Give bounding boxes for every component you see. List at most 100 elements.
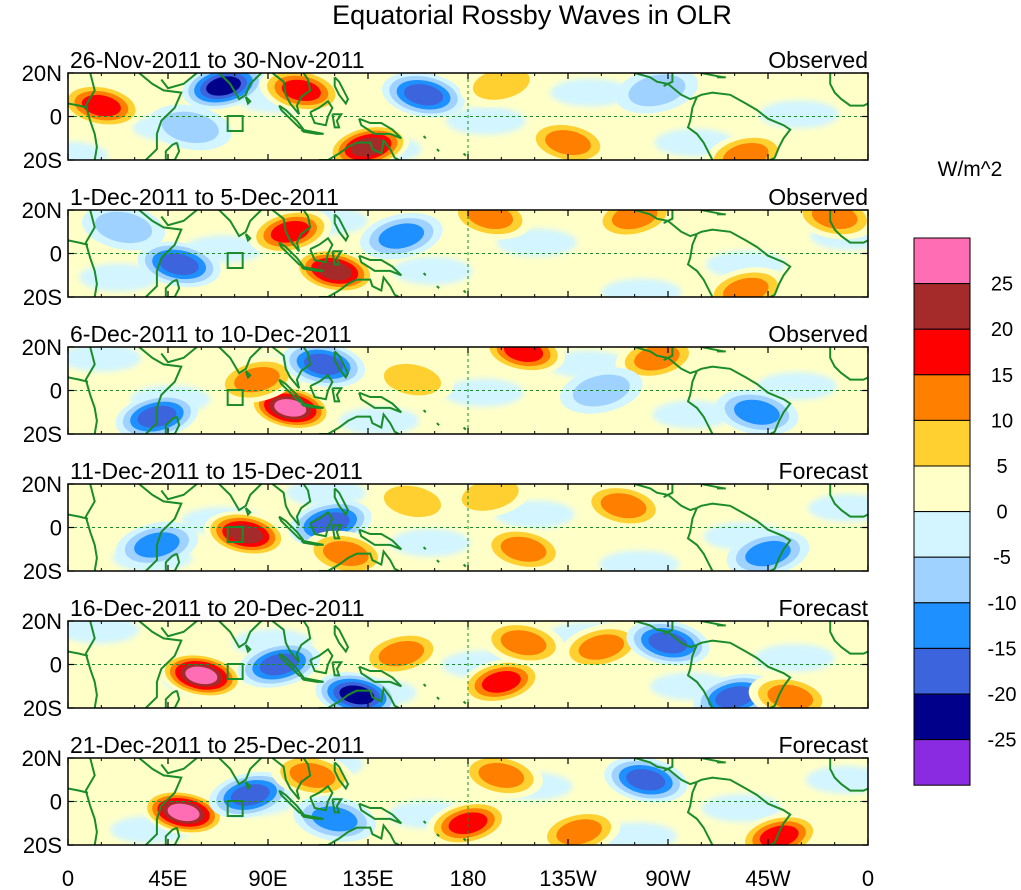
coastline	[309, 236, 334, 264]
coastlines	[68, 758, 868, 845]
coastline	[244, 644, 252, 654]
panel-kind-label: Observed	[768, 47, 868, 73]
coastline	[663, 484, 674, 498]
colorbar-swatch	[913, 465, 971, 513]
coastline	[271, 484, 312, 526]
panel-date-range: 1-Dec-2011 to 5-Dec-2011	[70, 184, 339, 210]
anomaly-contour	[481, 671, 521, 693]
anomaly-contour	[274, 399, 307, 417]
coastline	[333, 761, 350, 791]
coastline	[278, 515, 305, 542]
y-tick-label: 20S	[23, 285, 62, 310]
coastline	[300, 676, 324, 683]
coastline	[319, 822, 400, 845]
coastline	[300, 265, 324, 272]
colorbar: W/m^2 25 20 15 10 5 0 -5 -10 -15 -20 -25	[913, 158, 1017, 786]
coastline	[436, 148, 440, 153]
coastline	[696, 365, 792, 434]
coastline	[309, 373, 334, 401]
anomaly-blob	[270, 758, 354, 799]
anomaly-contour	[383, 485, 442, 518]
colorbar-swatch	[913, 328, 971, 376]
anomaly-blob	[382, 73, 466, 118]
coastline	[84, 484, 98, 571]
anomaly-blob	[208, 771, 292, 819]
coastline	[160, 347, 198, 364]
coastline	[696, 776, 792, 845]
coastline	[164, 689, 181, 708]
anomaly-contour	[206, 76, 241, 96]
coastline	[300, 813, 324, 820]
anomaly-blob	[82, 210, 166, 251]
panel-5: 20N 0 20S 16-Dec-2011 to 20-Dec-2011 Forecas…	[22, 595, 869, 721]
colorbar-swatch	[913, 374, 971, 421]
coastline	[462, 426, 467, 431]
coastline	[686, 96, 714, 160]
coastline	[138, 484, 183, 571]
coastline	[68, 513, 89, 520]
anomaly-blob	[459, 758, 543, 799]
anomaly-contour	[572, 374, 630, 407]
anomaly-blob	[737, 813, 821, 845]
coastline	[244, 781, 252, 791]
anomaly-blob	[370, 484, 454, 525]
coastline	[462, 837, 467, 842]
anomaly-blob	[748, 674, 832, 708]
colorbar-labels: 25 20 15 10 5 0 -5 -10 -15 -20 -25	[988, 274, 1017, 752]
coastline	[436, 559, 440, 564]
y-tick-label: 0	[50, 516, 62, 541]
region-box	[226, 389, 244, 407]
panel-3: 20N 0 20S 6-Dec-2011 to 10-Dec-2011 Observed	[22, 321, 869, 447]
colorbar-swatch	[913, 419, 971, 467]
coastline	[84, 621, 98, 708]
coastline	[138, 73, 183, 160]
colorbar-swatches	[913, 237, 971, 786]
colorbar-label: -20	[988, 684, 1017, 706]
x-tick-label: 0	[62, 866, 74, 890]
coastline	[829, 758, 868, 792]
weak-anomaly	[390, 528, 471, 557]
coastline	[696, 502, 792, 571]
anomaly-blob	[215, 356, 299, 403]
anomaly-contour	[378, 223, 425, 249]
coastline	[138, 758, 183, 845]
anomaly-blob	[137, 241, 221, 288]
coastlines	[68, 621, 868, 708]
coastline	[84, 347, 98, 434]
colorbar-label: 15	[991, 365, 1013, 387]
anomaly-blob	[526, 119, 610, 160]
coastline	[686, 370, 714, 434]
anomaly-blob	[559, 367, 643, 414]
coastline	[436, 422, 440, 427]
coastline	[829, 347, 868, 381]
colorbar-swatch	[913, 602, 971, 649]
anomaly-contour	[715, 686, 755, 708]
anomaly-contour	[167, 803, 200, 822]
coastline	[331, 250, 344, 266]
coastline	[319, 548, 400, 571]
anomaly-contour	[759, 825, 799, 845]
coastline	[84, 758, 98, 845]
anomaly-contour	[578, 634, 625, 660]
coastline	[436, 696, 440, 701]
region-box	[226, 663, 244, 681]
coastline	[663, 621, 674, 635]
coastline	[829, 73, 868, 107]
anomaly-contour	[478, 762, 525, 788]
colorbar-swatch	[913, 693, 971, 741]
panel-field	[68, 484, 868, 571]
anomaly-contour	[383, 363, 442, 396]
colorbar-label: 25	[991, 274, 1013, 296]
coastline	[333, 76, 350, 106]
coastline	[84, 73, 98, 160]
coastline	[319, 685, 400, 708]
colorbar-label: -5	[993, 547, 1011, 569]
anomaly-contour	[228, 524, 264, 544]
y-tick-label: 20S	[23, 559, 62, 584]
anomaly-contour	[767, 684, 814, 708]
panel-kind-label: Observed	[768, 184, 868, 210]
coastline	[436, 833, 440, 838]
coastline	[663, 347, 674, 361]
y-tick-label: 20S	[23, 422, 62, 447]
coastline	[696, 91, 792, 160]
